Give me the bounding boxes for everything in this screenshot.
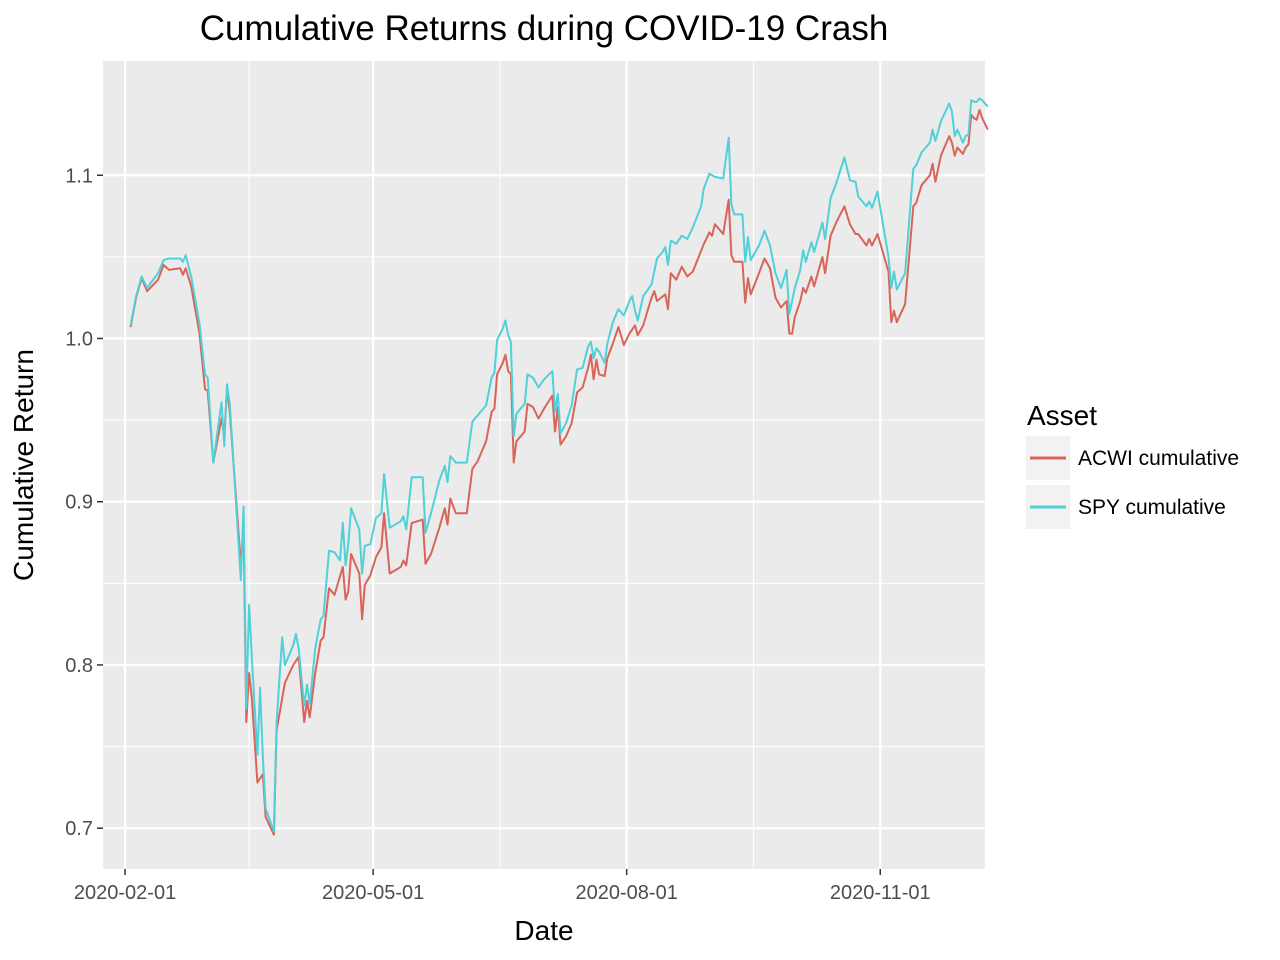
x-tick-label: 2020-05-01	[322, 882, 424, 904]
x-axis-title: Date	[514, 915, 573, 946]
series-line	[129, 109, 989, 836]
y-tick-label: 1.1	[65, 165, 93, 187]
series-line	[129, 97, 989, 833]
y-axis: 0.7 0.8 0.9 1.0 1.1	[65, 165, 103, 840]
y-axis-title: Cumulative Return	[8, 349, 39, 581]
x-tick-label: 2020-08-01	[576, 882, 678, 904]
legend-label: ACWI cumulative	[1078, 447, 1239, 470]
chart-title: Cumulative Returns during COVID-19 Crash	[200, 9, 889, 48]
y-tick-label: 0.9	[65, 492, 93, 514]
legend: Asset ACWI cumulative SPY cumulative	[1026, 400, 1239, 529]
y-tick-label: 0.7	[65, 818, 93, 840]
legend-title: Asset	[1027, 400, 1097, 431]
grid	[103, 61, 985, 869]
x-axis: 2020-02-01 2020-05-01 2020-08-01 2020-11-01	[74, 869, 931, 904]
y-tick-label: 0.8	[65, 655, 93, 677]
x-tick-label: 2020-02-01	[74, 882, 176, 904]
series-lines	[129, 97, 989, 836]
plot-panel	[103, 61, 985, 869]
y-tick-label: 1.0	[65, 328, 93, 350]
legend-label: SPY cumulative	[1078, 496, 1226, 519]
x-tick-label: 2020-11-01	[830, 882, 931, 904]
